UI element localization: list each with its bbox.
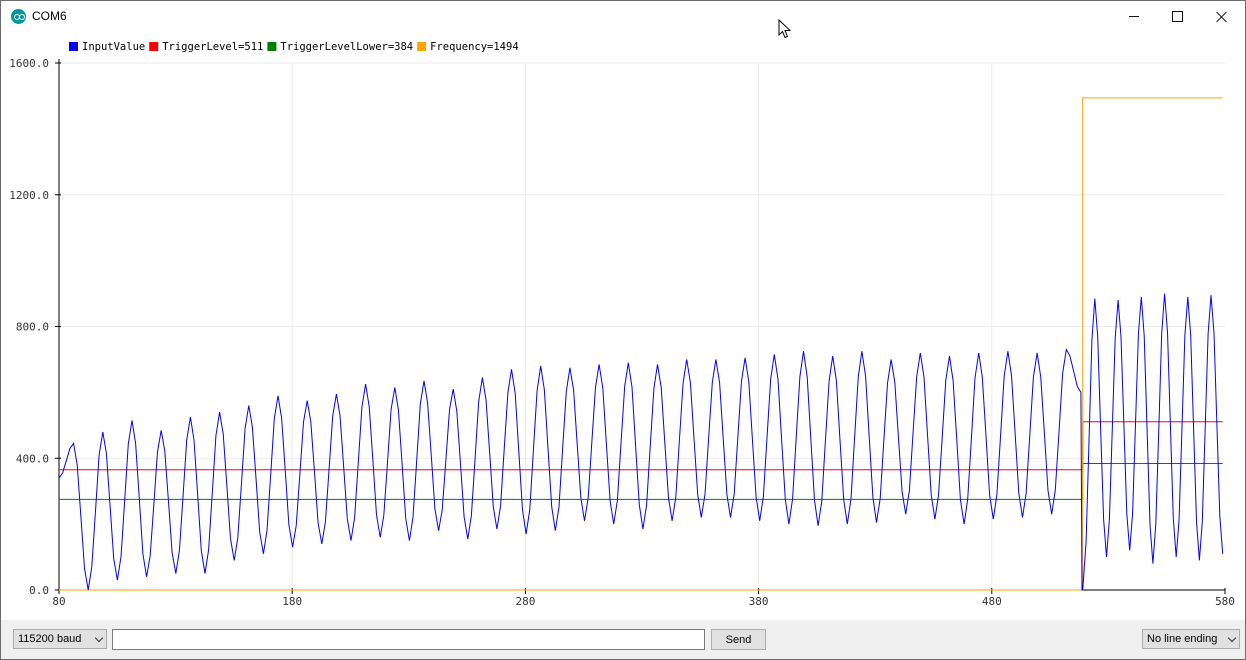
plot-axes: 0.0 400.0 800.0 1200.0 1600.0 80 180 280 380 480 5… bbox=[9, 57, 1235, 608]
y-tick-label: 400.0 bbox=[16, 452, 49, 465]
x-tick-label: 180 bbox=[282, 595, 302, 608]
bottom-bar: 115200 baud Send No line ending bbox=[1, 620, 1245, 659]
line-ending-value: No line ending bbox=[1147, 633, 1218, 645]
chevron-down-icon bbox=[94, 633, 104, 643]
y-tick-label: 800.0 bbox=[16, 321, 49, 334]
message-input[interactable] bbox=[112, 629, 705, 650]
y-tick-label: 1600.0 bbox=[9, 57, 49, 70]
mouse-pointer-icon bbox=[778, 19, 792, 39]
x-tick-label: 380 bbox=[749, 595, 769, 608]
close-icon bbox=[1216, 11, 1228, 23]
legend-label: Frequency=1494 bbox=[430, 41, 519, 53]
legend-label: InputValue bbox=[82, 41, 145, 53]
legend-swatch bbox=[267, 42, 277, 51]
legend-label: TriggerLevel=511 bbox=[162, 41, 263, 53]
minimize-button[interactable] bbox=[1111, 1, 1157, 32]
send-button[interactable]: Send bbox=[711, 629, 766, 650]
close-button[interactable] bbox=[1199, 1, 1245, 32]
minimize-icon bbox=[1129, 16, 1139, 17]
baud-rate-value: 115200 baud bbox=[18, 633, 82, 645]
legend-label: TriggerLevelLower=384 bbox=[280, 41, 413, 53]
legend-swatch bbox=[417, 42, 427, 51]
line-ending-select[interactable]: No line ending bbox=[1142, 629, 1240, 649]
x-tick-label: 580 bbox=[1215, 595, 1235, 608]
y-tick-label: 0.0 bbox=[29, 584, 49, 597]
chevron-down-icon bbox=[1227, 633, 1237, 643]
window-title: COM6 bbox=[32, 9, 67, 23]
legend-swatch bbox=[149, 42, 159, 51]
baud-rate-select[interactable]: 115200 baud bbox=[13, 629, 107, 649]
legend-swatch bbox=[69, 42, 78, 51]
arduino-icon bbox=[11, 9, 26, 24]
plot-grid bbox=[59, 62, 1225, 590]
x-tick-label: 80 bbox=[52, 595, 65, 608]
x-tick-label: 280 bbox=[515, 595, 535, 608]
title-bar[interactable]: COM6 bbox=[1, 1, 1245, 32]
series-layer bbox=[58, 97, 1224, 591]
series-line-triggerlevel bbox=[59, 421, 1223, 471]
plot-area: 0.0 400.0 800.0 1200.0 1600.0 80 180 280 380 480 5… bbox=[9, 41, 1235, 608]
maximize-icon bbox=[1171, 11, 1183, 22]
maximize-button[interactable] bbox=[1154, 1, 1200, 32]
series-line-inputvalue bbox=[58, 293, 1224, 591]
x-tick-label: 480 bbox=[982, 595, 1002, 608]
series-line-frequency bbox=[59, 97, 1223, 591]
y-tick-label: 1200.0 bbox=[9, 189, 49, 202]
legend: InputValue TriggerLevel=511 TriggerLevelLo… bbox=[69, 41, 519, 53]
